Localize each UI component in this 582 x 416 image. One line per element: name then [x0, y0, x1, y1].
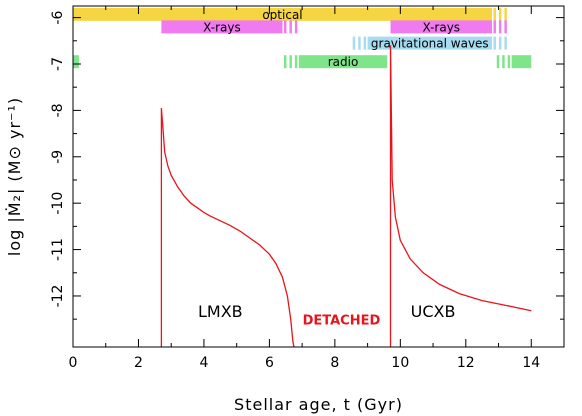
mass-transfer-curves: [160, 45, 532, 348]
annotation-detached: DETACHED: [303, 314, 381, 329]
band-dash-r-1-1: [289, 20, 292, 34]
band-dash-l-3-2: [363, 36, 367, 50]
band-label-3: gravitational waves: [371, 37, 489, 51]
x-tick-label-14: 14: [522, 355, 540, 371]
band-label-1: X-rays: [203, 20, 241, 34]
band-dash-r-2-0: [493, 20, 496, 34]
band-dash-l-4-1: [289, 55, 292, 69]
x-tick-label-0: 0: [69, 355, 78, 371]
band-label-0: optical: [262, 8, 302, 22]
band-bar-2: [390, 20, 492, 34]
axes: 0 2 4 6 8 10 12 14 -6 -7 -8 -9 -10 -11 -12: [50, 5, 565, 371]
band-bar-1: [161, 20, 283, 34]
x-tick-label-2: 2: [134, 355, 143, 371]
band-label-2: X-rays: [422, 20, 460, 34]
band-dash-r-3-0: [493, 36, 496, 50]
x-tick-label-6: 6: [265, 355, 274, 371]
plot-frame: [72, 5, 565, 348]
y-tick-label--9: -9: [50, 150, 66, 164]
band-dash-l-3-0: [352, 36, 356, 50]
band-dash-r-2-1: [498, 20, 502, 34]
y-tick-label--6: -6: [50, 11, 66, 25]
y-tick-label--10: -10: [50, 192, 66, 215]
x-tick-label-10: 10: [391, 355, 409, 371]
y-tick-label--11: -11: [50, 238, 66, 261]
y-tick-label--7: -7: [50, 57, 66, 71]
y-tick-label--12: -12: [50, 285, 66, 308]
x-tick-label-4: 4: [199, 355, 208, 371]
band-dash-r-0-1: [498, 7, 502, 21]
band-bar-6: [511, 55, 532, 69]
band-dash-r-1-2: [294, 20, 298, 34]
band-dash-l-6-0: [496, 55, 500, 69]
band-dash-r-0-2: [504, 7, 507, 21]
x-tick-label-8: 8: [330, 355, 339, 371]
annotation-ucxb: UCXB: [411, 302, 456, 321]
band-dash-l-4-0: [283, 55, 287, 69]
band-bar-3: [367, 36, 492, 50]
y-tick-label--8: -8: [50, 103, 66, 117]
band-dash-l-3-1: [358, 36, 361, 50]
curve-0: [160, 108, 295, 348]
observability-bands: optical X-rays X-rays gravitational waves ra…: [73, 7, 532, 69]
band-dash-l-6-1: [502, 55, 505, 69]
x-tick-label-12: 12: [457, 355, 475, 371]
annotation-lmxb: LMXB: [198, 302, 243, 321]
band-dash-l-4-2: [294, 55, 298, 69]
y-axis-label: log |Ṁ₂| (M⊙ yr⁻¹): [5, 97, 24, 256]
region-annotations: LMXB DETACHED UCXB: [198, 302, 456, 329]
band-bar-5: [73, 55, 79, 69]
band-dash-r-3-1: [498, 36, 502, 50]
band-dash-r-2-2: [504, 20, 507, 34]
band-dash-l-6-2: [507, 55, 511, 69]
band-dash-r-1-0: [283, 20, 287, 34]
band-dash-r-3-2: [504, 36, 507, 50]
band-bar-0: [73, 7, 492, 21]
band-dash-r-0-0: [493, 7, 496, 21]
x-axis-label: Stellar age, t (Gyr): [234, 395, 403, 414]
band-bar-4: [298, 55, 388, 69]
band-label-4: radio: [328, 55, 359, 69]
curve-1: [389, 45, 532, 347]
